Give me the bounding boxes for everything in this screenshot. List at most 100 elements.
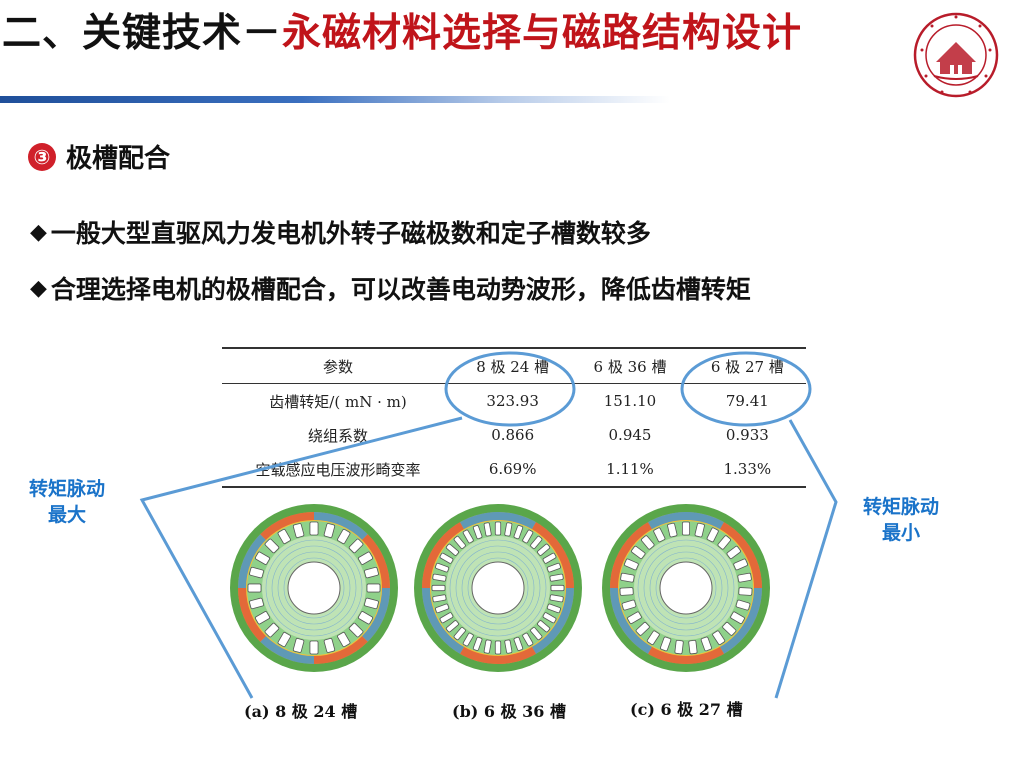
stator-slot <box>546 562 561 573</box>
stator-slot <box>494 521 502 536</box>
stator-slot <box>646 630 660 645</box>
magnet-pole <box>610 522 652 588</box>
flux-contour <box>643 545 729 631</box>
bullet-item: ◆ 一般大型直驱风力发电机外转子磁极数和定子槽数较多 <box>30 214 651 250</box>
stator-slot <box>667 522 678 538</box>
table-row: 齿槽转矩/( mN · m) 323.93 151.10 79.41 <box>222 384 806 419</box>
stator-slot <box>660 636 672 652</box>
stator-slot <box>549 573 564 582</box>
magnet-pole <box>610 588 652 654</box>
table-header-cell: 参数 <box>322 357 353 376</box>
flux-contour <box>655 557 717 619</box>
annotation-max-ripple: 转矩脉动 最大 <box>22 476 112 528</box>
stator-slot <box>366 583 381 593</box>
diamond-bullet-icon: ◆ <box>30 219 47 245</box>
stator-slot <box>706 527 719 543</box>
stator-slot <box>631 545 646 560</box>
stator-slot <box>735 599 751 611</box>
table-header-row: 参数 8 极 24 槽 6 极 36 槽 6 极 27 槽 <box>222 348 806 384</box>
motor-cross-section-6p36s <box>414 504 582 672</box>
stator-slot <box>635 621 650 636</box>
magnet-pole <box>532 588 574 654</box>
annotation-line: 转矩脉动 <box>28 478 105 500</box>
bullet-item: ◆ 合理选择电机的极槽配合，可以改善电动势波形，降低齿槽转矩 <box>30 270 751 306</box>
table-cell: 齿槽转矩/( mN · m) <box>269 392 407 411</box>
magnet-pole <box>648 512 724 530</box>
stator-slot <box>530 627 543 641</box>
table-cell: 79.41 <box>725 392 769 410</box>
stator-slot <box>494 640 502 655</box>
stator-slot <box>681 521 691 536</box>
bullet-text: 一般大型直驱风力发电机外转子磁极数和定子槽数较多 <box>50 219 651 248</box>
stator-slot <box>537 543 551 556</box>
slide-title: 二、关键技术－永磁材料选择与磁路结构设计 <box>2 14 802 53</box>
flux-contour <box>649 551 723 625</box>
annotation-line: 转矩脉动 <box>862 496 939 518</box>
table-cell: 空载感应电压波形畸变率 <box>255 460 421 479</box>
table-header-cell: 8 极 24 槽 <box>476 357 550 376</box>
stator-slot <box>700 636 712 652</box>
stator-slot <box>483 639 492 654</box>
magnet-pole <box>720 522 762 588</box>
stator-slot <box>522 529 534 544</box>
university-seal-icon <box>913 12 999 98</box>
shaft-bore <box>471 561 525 615</box>
stator-slot <box>549 594 564 603</box>
stator-slot <box>462 529 474 544</box>
stator-slot <box>688 639 698 655</box>
shaft-bore <box>659 561 713 615</box>
slide-title-topic: 永磁材料选择与磁路结构设计 <box>282 11 803 56</box>
stator-slot <box>737 572 752 583</box>
stator-slot <box>472 525 483 540</box>
flux-contour <box>467 557 529 619</box>
stator-slot <box>624 558 639 571</box>
stator-slot <box>621 599 637 611</box>
stator-slot <box>462 632 474 647</box>
magnet-pole <box>720 588 762 654</box>
table-cell: 0.933 <box>725 426 769 444</box>
stator-slot <box>722 621 737 636</box>
stator-slot <box>641 535 655 550</box>
stator-slot <box>730 611 745 624</box>
stator-slot <box>620 572 635 583</box>
stator-slot <box>653 527 666 543</box>
annotation-line: 最小 <box>881 522 920 544</box>
table-cell: 323.93 <box>486 392 539 410</box>
table-row: 绕组系数 0.866 0.945 0.933 <box>222 418 806 452</box>
motor-cross-section-8p24s <box>230 504 398 672</box>
stator-slot <box>674 639 684 655</box>
shaft-bore <box>287 561 341 615</box>
magnet-pole <box>460 512 536 530</box>
table-cell: 1.11% <box>606 460 654 478</box>
stator-slot <box>627 611 642 624</box>
table-row: 空载感应电压波形畸变率 6.69% 1.11% 1.33% <box>222 452 806 487</box>
stator-slot <box>472 636 483 651</box>
table-header-cell: 6 极 27 槽 <box>710 357 784 376</box>
stator-slot <box>309 521 319 536</box>
table-cell: 151.10 <box>603 392 657 410</box>
stator-slot <box>483 522 492 537</box>
table-cell: 绕组系数 <box>307 426 368 445</box>
stator-slot <box>726 545 741 560</box>
pole-slot-comparison-table: 参数 8 极 24 槽 6 极 36 槽 6 极 27 槽 齿槽转矩/( mN … <box>222 347 806 488</box>
stator-slot <box>513 636 524 651</box>
stator-slot <box>513 525 524 540</box>
stator-slot <box>537 620 551 633</box>
figure-caption: (b) 6 极 36 槽 <box>452 702 567 721</box>
stator-slot <box>542 612 557 624</box>
stator-slot <box>247 583 262 593</box>
header-divider <box>0 96 670 103</box>
section-heading-text: 极槽配合 <box>66 144 171 174</box>
stator-slot <box>309 640 319 655</box>
table-cell: 0.945 <box>608 426 652 444</box>
bullet-text: 合理选择电机的极槽配合，可以改善电动势波形，降低齿槽转矩 <box>50 275 751 304</box>
stator-slot <box>733 558 748 571</box>
table-cell: 0.866 <box>491 426 535 444</box>
table-cell: 6.69% <box>488 460 537 478</box>
stator-slot <box>738 587 753 596</box>
stator-slot <box>431 584 446 592</box>
stator-slot <box>694 522 705 538</box>
annotation-min-ripple: 转矩脉动 最小 <box>846 494 956 546</box>
magnet-pole <box>648 646 724 664</box>
stator-slot <box>504 639 513 654</box>
